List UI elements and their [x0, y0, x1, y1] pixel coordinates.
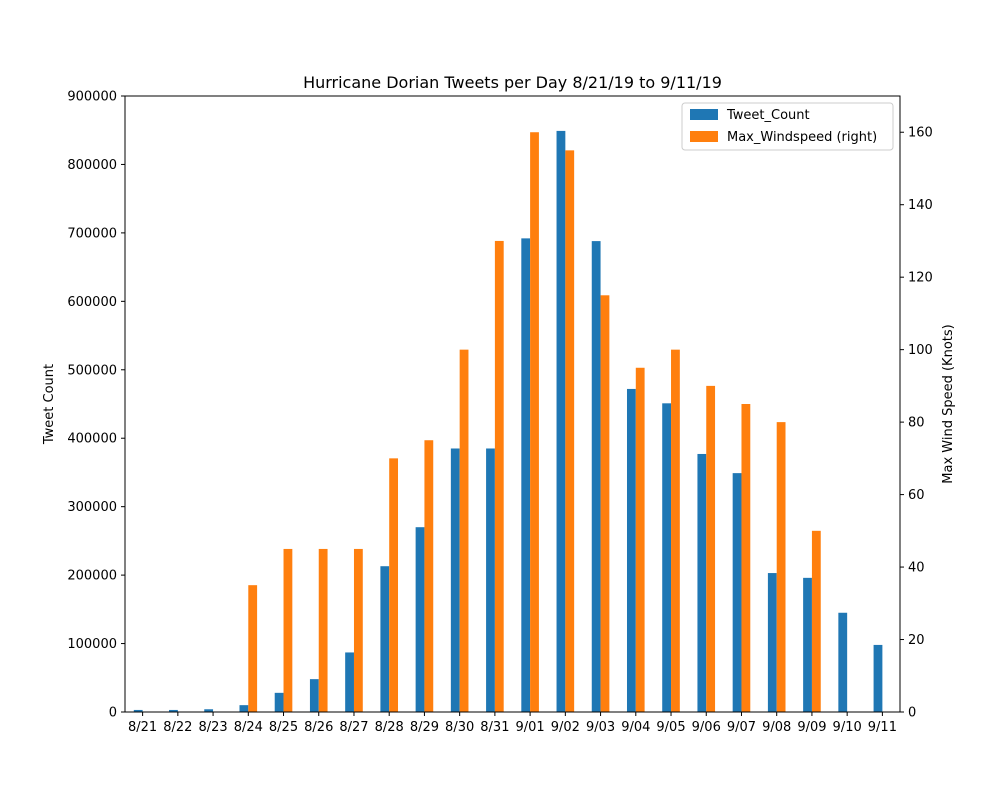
x-tick-label: 9/02 — [551, 720, 580, 735]
y-tick-label: 300000 — [67, 500, 117, 515]
bar-tweet-count-9-08 — [767, 573, 777, 712]
x-tick-label: 9/01 — [516, 720, 545, 735]
x-tick-label: 8/26 — [304, 720, 333, 735]
bar-tweet-count-8-23 — [204, 709, 214, 712]
x-tick-label: 8/21 — [128, 720, 157, 735]
y2-axis-ticks: 0 20 40 60 80 100 120 140 160 — [900, 126, 933, 721]
y2-tick-label: 60 — [908, 488, 925, 503]
y2-tick-label: 0 — [908, 706, 916, 721]
x-tick-label: 9/10 — [833, 720, 862, 735]
x-tick-label: 8/31 — [480, 720, 509, 735]
x-tick-label: 9/03 — [586, 720, 615, 735]
bar-tweet-count-9-11 — [873, 644, 883, 712]
bar-windspeed-9-01 — [530, 132, 539, 712]
bar-windspeed-9-08 — [776, 422, 786, 712]
x-axis-ticks: 8/21 8/22 8/23 8/24 8/25 8/26 8/27 8/28 8/29 8/30… — [128, 712, 897, 735]
bar-windspeed-8-30 — [459, 349, 469, 712]
x-tick-label: 9/04 — [621, 720, 650, 735]
plot-frame — [124, 95, 901, 713]
legend-swatch-windspeed — [690, 131, 718, 142]
y-tick-label: 200000 — [67, 569, 117, 584]
y-tick-label: 900000 — [67, 90, 117, 105]
legend-swatch-tweet-count — [690, 109, 718, 120]
bar-tweet-count-9-01 — [521, 238, 531, 712]
bar-tweet-count-9-02 — [556, 130, 566, 712]
bar-windspeed-8-26 — [318, 548, 328, 712]
y2-tick-label: 20 — [908, 633, 925, 648]
bar-tweet-count-8-22 — [169, 709, 178, 712]
x-tick-label: 9/09 — [797, 720, 826, 735]
bar-tweet-count-8-27 — [345, 652, 354, 712]
bar-tweet-count-8-26 — [309, 679, 319, 712]
x-tick-label: 8/23 — [198, 720, 227, 735]
bar-windspeed-9-03 — [600, 295, 610, 712]
bar-tweet-count-9-03 — [591, 241, 601, 712]
y-tick-label: 500000 — [67, 363, 117, 378]
legend-label-tweet-count: Tweet_Count — [726, 108, 810, 123]
bar-windspeed-9-06 — [706, 385, 716, 712]
y-tick-label: 600000 — [67, 295, 117, 310]
y2-axis-label: Max Wind Speed (Knots) — [941, 324, 956, 483]
x-tick-label: 9/05 — [656, 720, 685, 735]
y2-tick-label: 140 — [908, 198, 933, 213]
bar-tweet-count-8-21 — [133, 709, 143, 712]
x-tick-label: 8/25 — [269, 720, 298, 735]
bar-tweet-count-8-24 — [239, 705, 249, 712]
legend-label-windspeed: Max_Windspeed (right) — [727, 130, 877, 145]
bar-tweet-count-8-31 — [486, 448, 495, 712]
y-tick-label: 800000 — [67, 158, 117, 173]
x-tick-label: 8/27 — [339, 720, 368, 735]
bar-tweet-count-9-07 — [732, 473, 742, 712]
bar-tweet-count-9-06 — [697, 453, 707, 712]
x-tick-label: 8/30 — [445, 720, 474, 735]
bar-windspeed-9-04 — [635, 367, 645, 712]
x-tick-label: 9/08 — [762, 720, 791, 735]
x-tick-label: 8/22 — [163, 720, 192, 735]
tweet-count-bars — [133, 130, 883, 712]
y-tick-label: 0 — [109, 706, 117, 721]
bar-windspeed-9-09 — [811, 530, 821, 712]
bar-windspeed-8-29 — [424, 440, 434, 712]
x-tick-label: 9/07 — [727, 720, 756, 735]
x-tick-label: 9/11 — [868, 720, 897, 735]
windspeed-bars — [248, 132, 821, 713]
y2-tick-label: 120 — [908, 271, 933, 286]
y-tick-label: 400000 — [67, 432, 117, 447]
legend-box — [681, 102, 894, 151]
y-tick-label: 100000 — [67, 637, 117, 652]
y-axis-label: Tweet Count — [42, 364, 57, 445]
bar-windspeed-8-27 — [353, 548, 363, 712]
y-axis-ticks: 0 100000 200000 300000 400000 500000 600000 700… — [67, 90, 125, 721]
bar-tweet-count-8-25 — [274, 692, 284, 712]
bar-tweet-count-9-10 — [838, 612, 848, 712]
bar-tweet-count-9-05 — [662, 403, 672, 712]
bar-windspeed-9-02 — [565, 150, 575, 713]
y2-tick-label: 40 — [908, 561, 925, 576]
bar-windspeed-8-25 — [283, 548, 293, 712]
x-tick-label: 9/06 — [692, 720, 721, 735]
bar-tweet-count-9-09 — [803, 577, 812, 712]
y-tick-label: 700000 — [67, 226, 117, 241]
bar-tweet-count-8-29 — [415, 527, 425, 712]
x-tick-label: 8/24 — [234, 720, 263, 735]
bar-windspeed-8-24 — [248, 585, 258, 712]
y2-tick-label: 160 — [908, 126, 933, 141]
bar-tweet-count-9-04 — [626, 388, 636, 712]
bar-windspeed-9-07 — [741, 404, 751, 712]
legend: Tweet_Count Max_Windspeed (right) — [681, 102, 894, 151]
x-tick-label: 8/29 — [410, 720, 439, 735]
bar-tweet-count-8-30 — [450, 448, 460, 712]
y2-tick-label: 80 — [908, 416, 925, 431]
bar-windspeed-8-31 — [494, 240, 504, 713]
y2-tick-label: 100 — [908, 343, 933, 358]
chart-title: Hurricane Dorian Tweets per Day 8/21/19 … — [303, 73, 722, 92]
bar-windspeed-8-28 — [389, 458, 399, 712]
bar-windspeed-9-05 — [671, 349, 680, 712]
bar-tweet-count-8-28 — [380, 566, 390, 712]
x-tick-label: 8/28 — [375, 720, 404, 735]
